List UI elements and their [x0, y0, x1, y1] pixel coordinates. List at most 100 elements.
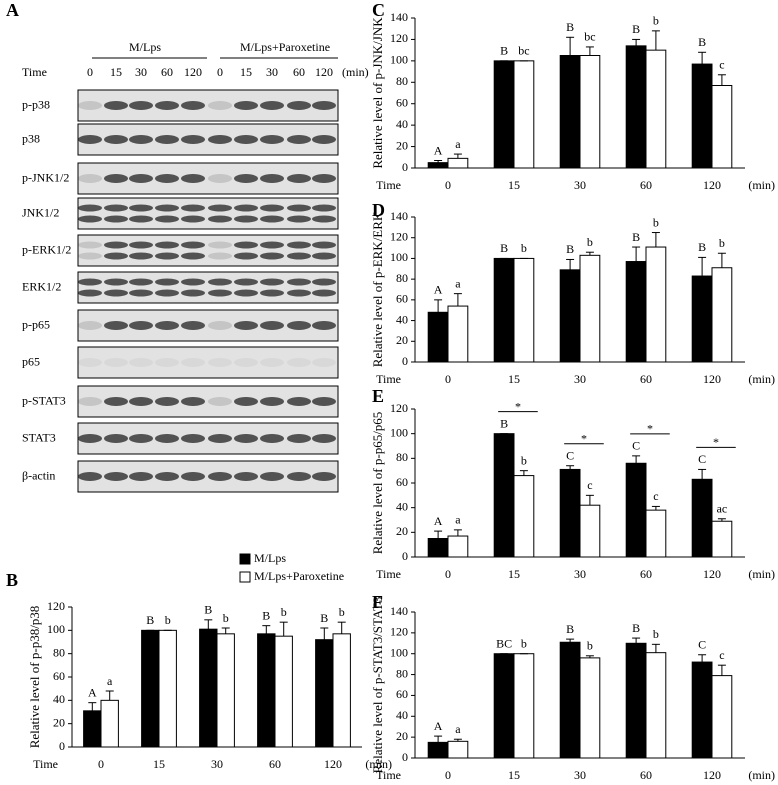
panel-letter: D [372, 200, 385, 220]
group-letter: A [88, 685, 97, 699]
group-letter: b [521, 453, 527, 467]
bar [625, 261, 647, 363]
lane-label: 15 [240, 65, 252, 79]
bar [216, 633, 235, 748]
panel-letter: F [372, 592, 383, 612]
lane-label: 0 [217, 65, 223, 79]
bar [711, 267, 733, 363]
group-letter: b [521, 241, 527, 255]
bar [711, 520, 733, 558]
row-label: STAT3 [22, 430, 56, 444]
y-axis-label: Relative level of p-p65/p65 [370, 412, 385, 555]
x-tick-label: 60 [640, 567, 652, 581]
y-tick-label: 20 [396, 729, 408, 743]
blot-band [181, 241, 205, 249]
group-letter: a [455, 722, 461, 736]
y-tick-label: 100 [390, 53, 408, 67]
blot-band [287, 101, 311, 110]
blot-band [181, 215, 205, 223]
bar [579, 504, 601, 558]
lane-label: 30 [266, 65, 278, 79]
blot-band [312, 289, 336, 297]
blot-band [181, 289, 205, 297]
bar [199, 628, 218, 748]
blot-band [181, 321, 205, 330]
y-tick-label: 80 [53, 645, 65, 659]
blot-band [78, 252, 102, 260]
lane-label: 60 [293, 65, 305, 79]
group-letter: A [434, 283, 443, 297]
group-letter: BC [496, 636, 512, 650]
group-letter: b [165, 613, 171, 627]
y-tick-label: 100 [47, 622, 65, 636]
blot-row [77, 271, 339, 304]
blot-band [104, 174, 128, 183]
blot-band [234, 321, 258, 330]
panel-letter: B [6, 570, 18, 590]
x-axis-label: Time [376, 178, 401, 192]
lane-label: 120 [315, 65, 333, 79]
group-letter: B [566, 242, 574, 256]
blot-band [129, 358, 153, 367]
bar [559, 641, 581, 759]
row-label: p38 [22, 131, 40, 145]
y-tick-label: 140 [390, 10, 408, 24]
y-tick-label: 0 [402, 549, 408, 563]
x-tick-label: 120 [703, 178, 721, 192]
row-label: β-actin [22, 468, 55, 482]
blot-row [77, 197, 339, 230]
y-tick-label: 20 [53, 715, 65, 729]
blot-band [287, 289, 311, 297]
bar [141, 629, 160, 748]
group-letter: a [455, 513, 461, 527]
group-letter: c [653, 489, 658, 503]
bar [493, 257, 515, 363]
row-label: p-p65 [22, 317, 50, 331]
x-tick-label: 15 [153, 757, 165, 771]
blot-band [260, 358, 284, 367]
group-letter: b [339, 605, 345, 619]
y-tick-label: 0 [402, 354, 408, 368]
blot-band [260, 278, 284, 286]
significance-mark: * [647, 422, 653, 436]
blot-band [104, 289, 128, 297]
y-tick-label: 140 [390, 209, 408, 223]
panel-letter: E [372, 386, 384, 406]
bar [427, 311, 449, 363]
row-label: p-STAT3 [22, 393, 66, 407]
time-label: Time [22, 65, 47, 79]
row-label: p-p38 [22, 97, 50, 111]
bar [83, 710, 102, 748]
blot-band [312, 358, 336, 367]
significance-mark: * [515, 399, 521, 413]
blot-band [181, 278, 205, 286]
blot-band [104, 278, 128, 286]
y-tick-label: 40 [396, 312, 408, 326]
lane-label: 0 [87, 65, 93, 79]
x-tick-label: 15 [508, 178, 520, 192]
bar [447, 157, 469, 169]
blot-band [129, 174, 153, 183]
group-letter: b [653, 14, 659, 28]
blot-band [208, 358, 232, 367]
blot-band [104, 215, 128, 223]
group-letter: A [434, 719, 443, 733]
lane-label: 60 [161, 65, 173, 79]
group-letter: b [587, 235, 593, 249]
blot-band [234, 289, 258, 297]
bar [315, 639, 334, 748]
y-tick-label: 60 [396, 687, 408, 701]
blot-band [260, 321, 284, 330]
bar [427, 162, 449, 169]
blot-band [312, 252, 336, 260]
legend-swatch [239, 553, 251, 565]
bar [625, 45, 647, 169]
blot-band [78, 241, 102, 249]
bar [447, 535, 469, 558]
blot-band [155, 472, 179, 481]
y-tick-label: 120 [390, 401, 408, 415]
blot-band [312, 472, 336, 481]
blot-band [234, 215, 258, 223]
blot-band [78, 101, 102, 110]
x-tick-label: 15 [508, 768, 520, 782]
